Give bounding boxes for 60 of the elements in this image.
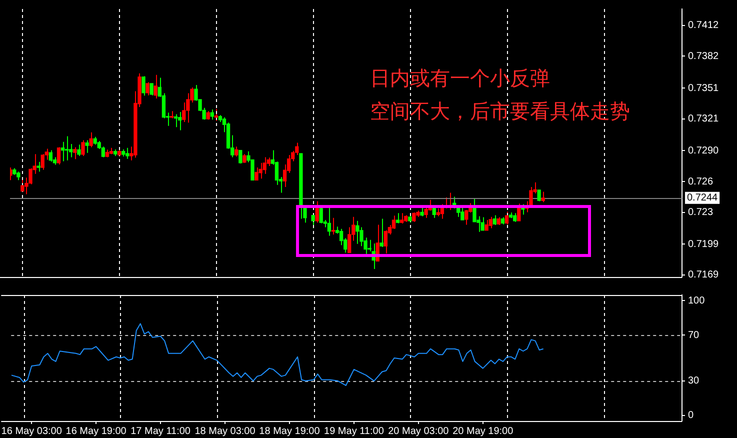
- x-tick-label: 18 May 03:00: [194, 426, 256, 437]
- y-tick-label: 0.7321: [688, 114, 720, 125]
- x-tick-label: 20 May 03:00: [388, 426, 450, 437]
- y-tick-label: 0.7412: [688, 20, 720, 32]
- y-tick-label: 0.7290: [688, 145, 720, 156]
- y-tick-label: 0.723: [688, 207, 714, 218]
- candlestick: [150, 82, 154, 96]
- candlestick: [146, 82, 150, 96]
- candlestick: [48, 150, 53, 162]
- candlestick: [460, 206, 464, 221]
- candlestick: [142, 76, 146, 96]
- candlestick: [77, 144, 81, 156]
- y-tick-label: 0.726: [688, 176, 714, 188]
- ref-line-label: 0.7244: [687, 192, 718, 204]
- annotation: 空间不大，后市要看具体走势: [370, 98, 630, 125]
- y-tick-label: 100: [688, 295, 706, 306]
- x-tick-label: 16 May 19:00: [66, 426, 127, 437]
- y-tick-label: 70: [688, 330, 700, 341]
- candlestick: [488, 216, 492, 229]
- candlestick: [504, 211, 509, 225]
- y-tick-label: 0: [688, 410, 694, 422]
- candlestick: [81, 140, 85, 156]
- candlestick: [424, 206, 428, 218]
- candlestick: [89, 132, 93, 148]
- candlestick: [234, 146, 238, 158]
- candlestick: [56, 146, 61, 165]
- candlestick: [400, 212, 404, 224]
- candlestick: [182, 102, 186, 123]
- candlestick: [380, 218, 384, 248]
- candlestick: [480, 216, 484, 231]
- candlestick: [541, 191, 545, 203]
- candlestick: [186, 92, 190, 124]
- candlestick: [154, 74, 158, 100]
- annotation: 日内或有一个小反弹: [370, 65, 551, 92]
- candlestick: [412, 212, 416, 222]
- candlestick: [484, 220, 488, 231]
- y-tick-label: 0.7199: [688, 238, 720, 250]
- candlestick: [40, 154, 44, 170]
- candlestick: [464, 209, 468, 226]
- x-tick-label: 18 May 19:00: [259, 426, 320, 437]
- x-tick-label: 17 May 11:00: [130, 426, 191, 437]
- y-tick-label: 0.7351: [688, 82, 720, 94]
- x-tick-label: 20 May 19:00: [452, 426, 514, 437]
- candlestick: [384, 230, 388, 254]
- candlestick: [339, 228, 344, 246]
- y-tick-label: 30: [688, 376, 700, 387]
- candlestick: [178, 111, 182, 131]
- y-tick-label: 0.7382: [688, 50, 720, 62]
- candlestick: [73, 146, 77, 160]
- y-tick-label: 0.7169: [688, 270, 720, 281]
- candlestick: [348, 226, 352, 254]
- candlestick: [36, 161, 40, 172]
- x-tick-label: 16 May 03:00: [1, 426, 62, 437]
- candlestick: [356, 220, 360, 244]
- candlestick: [85, 140, 89, 154]
- candlestick: [60, 141, 65, 162]
- candlestick: [492, 214, 496, 226]
- candlestick: [126, 147, 130, 160]
- candlestick: [238, 150, 242, 164]
- x-tick-label: 19 May 11:00: [324, 426, 384, 437]
